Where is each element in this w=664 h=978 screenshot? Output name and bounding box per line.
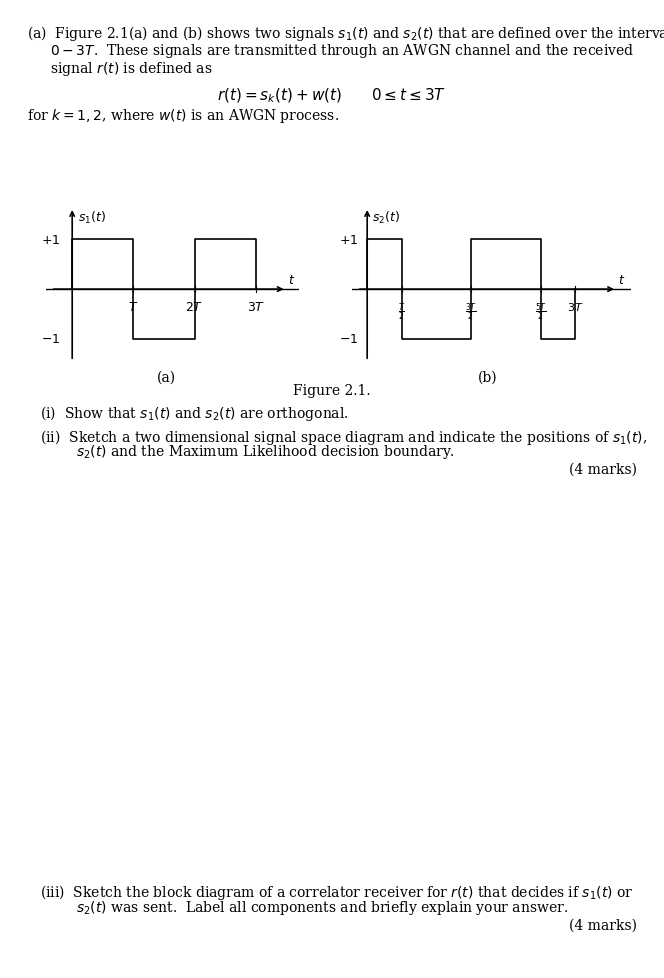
- Text: (4 marks): (4 marks): [570, 917, 637, 931]
- Text: $\frac{3T}{2}$: $\frac{3T}{2}$: [465, 301, 477, 322]
- Text: $+1$: $+1$: [41, 234, 60, 246]
- Text: $3T$: $3T$: [567, 301, 584, 313]
- Text: (4 marks): (4 marks): [570, 463, 637, 476]
- Text: $s_2(t)$: $s_2(t)$: [372, 209, 400, 226]
- Text: (i)  Show that $s_1(t)$ and $s_2(t)$ are orthogonal.: (i) Show that $s_1(t)$ and $s_2(t)$ are …: [40, 404, 349, 422]
- Text: (b): (b): [478, 371, 498, 384]
- Text: $t$: $t$: [288, 274, 295, 287]
- Text: $s_2(t)$ was sent.  Label all components and briefly explain your answer.: $s_2(t)$ was sent. Label all components …: [76, 898, 568, 915]
- Text: signal $r(t)$ is defined as: signal $r(t)$ is defined as: [50, 60, 212, 77]
- Text: $\frac{T}{2}$: $\frac{T}{2}$: [398, 301, 406, 322]
- Text: $T$: $T$: [128, 301, 139, 314]
- Text: $-1$: $-1$: [41, 333, 60, 346]
- Text: (iii)  Sketch the block diagram of a correlator receiver for $r(t)$ that decides: (iii) Sketch the block diagram of a corr…: [40, 882, 633, 901]
- Text: $+1$: $+1$: [339, 234, 358, 246]
- Text: for $k = 1, 2$, where $w(t)$ is an AWGN process.: for $k = 1, 2$, where $w(t)$ is an AWGN …: [27, 107, 339, 124]
- Text: $r(t) = s_k(t) + w(t) \qquad 0 \leq t \leq 3T$: $r(t) = s_k(t) + w(t) \qquad 0 \leq t \l…: [217, 86, 447, 105]
- Text: Figure 2.1.: Figure 2.1.: [293, 383, 371, 397]
- Text: $s_2(t)$ and the Maximum Likelihood decision boundary.: $s_2(t)$ and the Maximum Likelihood deci…: [76, 443, 456, 461]
- Text: (a)  Figure 2.1(a) and (b) shows two signals $s_1(t)$ and $s_2(t)$ that are defi: (a) Figure 2.1(a) and (b) shows two sign…: [27, 24, 664, 43]
- Text: $t$: $t$: [618, 274, 625, 287]
- Text: (ii)  Sketch a two dimensional signal space diagram and indicate the positions o: (ii) Sketch a two dimensional signal spa…: [40, 427, 647, 446]
- Text: $2T$: $2T$: [185, 301, 204, 314]
- Text: (a): (a): [157, 371, 175, 384]
- Text: $0 - 3T$.  These signals are transmitted through an AWGN channel and the receive: $0 - 3T$. These signals are transmitted …: [50, 42, 634, 60]
- Text: $\frac{5T}{2}$: $\frac{5T}{2}$: [535, 301, 546, 322]
- Text: $-1$: $-1$: [339, 333, 358, 346]
- Text: $3T$: $3T$: [247, 301, 265, 314]
- Text: $s_1(t)$: $s_1(t)$: [78, 209, 106, 226]
